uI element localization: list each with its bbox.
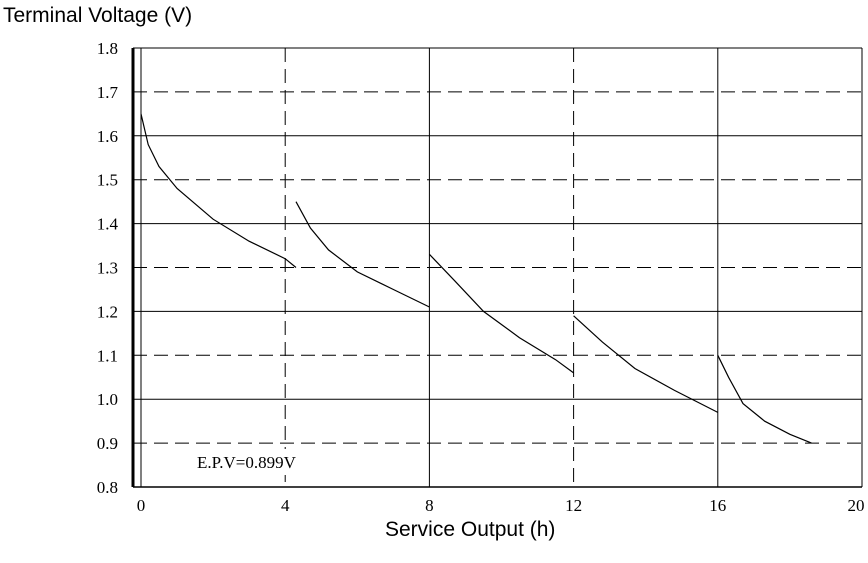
- x-tick-label: 16: [709, 496, 726, 515]
- x-tick-label: 8: [425, 496, 434, 515]
- y-tick-label: 1.2: [97, 302, 118, 321]
- grid-layer: [133, 47, 862, 487]
- x-tick-label: 20: [848, 496, 865, 515]
- y-axis-label: Terminal Voltage (V): [3, 4, 193, 27]
- epv-annotation: E.P.V=0.899V: [197, 453, 297, 472]
- y-tick-label: 0.8: [97, 478, 118, 497]
- y-tick-label: 1.6: [97, 127, 118, 146]
- discharge-curve: [295, 201, 430, 308]
- y-tick-label: 1.3: [97, 259, 118, 278]
- series-layer: [140, 113, 812, 444]
- y-tick-label: 1.0: [97, 390, 118, 409]
- y-tick-label: 0.9: [97, 434, 118, 453]
- discharge-curve: [428, 253, 574, 374]
- y-tick-label: 1.7: [97, 83, 119, 102]
- discharge-curve: [573, 315, 719, 413]
- y-tick-label: 1.1: [97, 346, 118, 365]
- axis-layer: [131, 47, 863, 488]
- y-tick-label: 1.5: [97, 171, 118, 190]
- y-tick-label: 1.4: [97, 215, 119, 234]
- y-tick-label: 1.8: [97, 39, 118, 58]
- x-tick-label: 12: [565, 496, 582, 515]
- annotation-box: [199, 449, 359, 475]
- tick-layer: 0.8 0.9 1.0 1.1 1.2 1.3 1.4 1.5 1.6 1.7 1.8 0 4 8 12 16…: [97, 39, 865, 515]
- discharge-curve: [140, 113, 297, 268]
- x-tick-label: 0: [137, 496, 146, 515]
- x-tick-label: 4: [281, 496, 290, 515]
- x-axis-label: Service Output (h): [385, 518, 556, 541]
- discharge-curve: [717, 355, 812, 444]
